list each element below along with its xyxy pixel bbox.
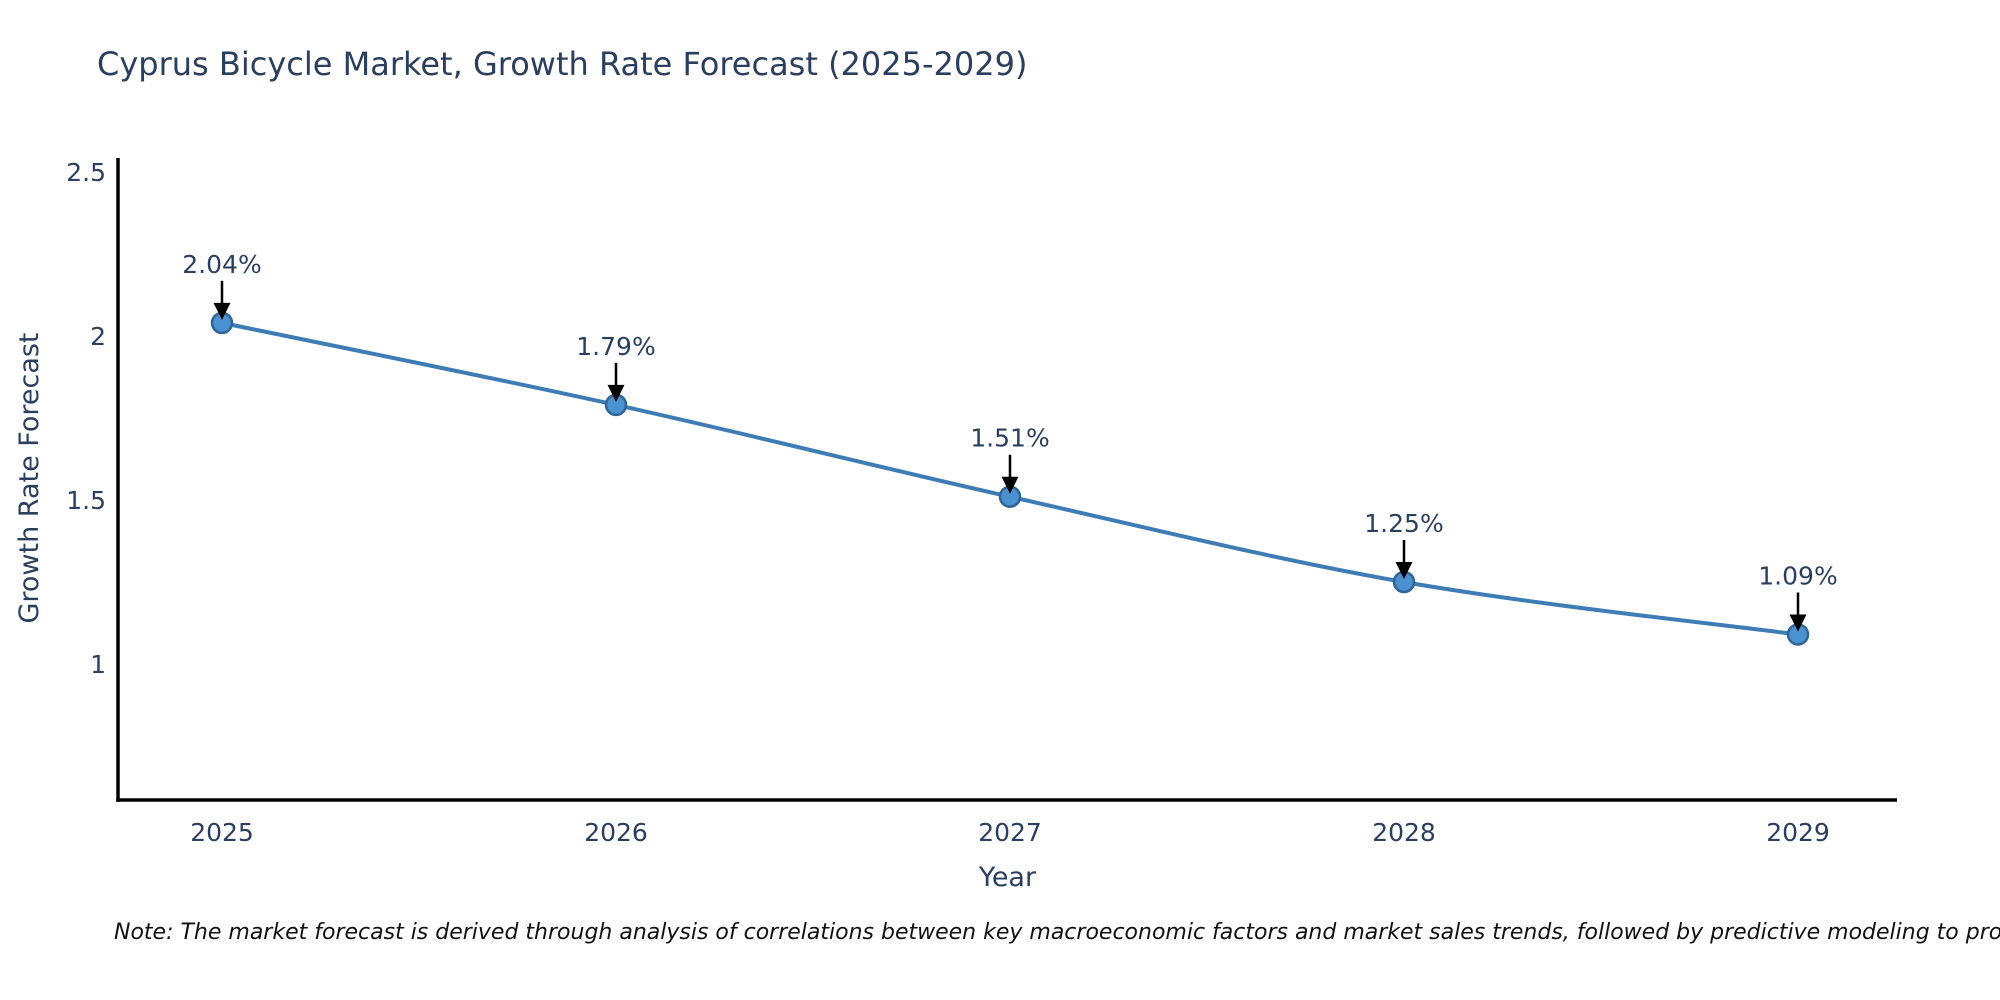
chart-title: Cyprus Bicycle Market, Growth Rate Forec… (97, 45, 1028, 83)
annotation-arrow-head (1789, 614, 1807, 632)
x-tick-label: 2027 (978, 818, 1042, 847)
y-tick-label: 1.5 (66, 486, 106, 515)
x-tick-label: 2029 (1766, 818, 1830, 847)
x-tick-label: 2028 (1372, 818, 1436, 847)
y-tick-label: 1 (90, 650, 106, 679)
annotation-arrow-head (607, 384, 625, 402)
point-value-label: 1.25% (1364, 509, 1443, 538)
annotation-arrow-head (1395, 562, 1413, 579)
y-tick-label: 2.5 (66, 158, 106, 187)
x-axis-title: Year (978, 862, 1037, 893)
x-tick-label: 2026 (584, 818, 648, 847)
y-axis-title: Growth Rate Forecast (14, 332, 45, 623)
point-value-label: 1.79% (576, 332, 655, 361)
point-value-label: 2.04% (182, 250, 261, 279)
y-tick-label: 2 (90, 322, 106, 351)
point-value-label: 1.51% (970, 424, 1049, 453)
footnote: Note: The market forecast is derived thr… (114, 920, 2000, 945)
annotation-arrow-head (1001, 476, 1019, 494)
annotation-arrow-head (213, 302, 231, 320)
point-value-label: 1.09% (1758, 561, 1837, 590)
x-tick-label: 2025 (190, 818, 254, 847)
